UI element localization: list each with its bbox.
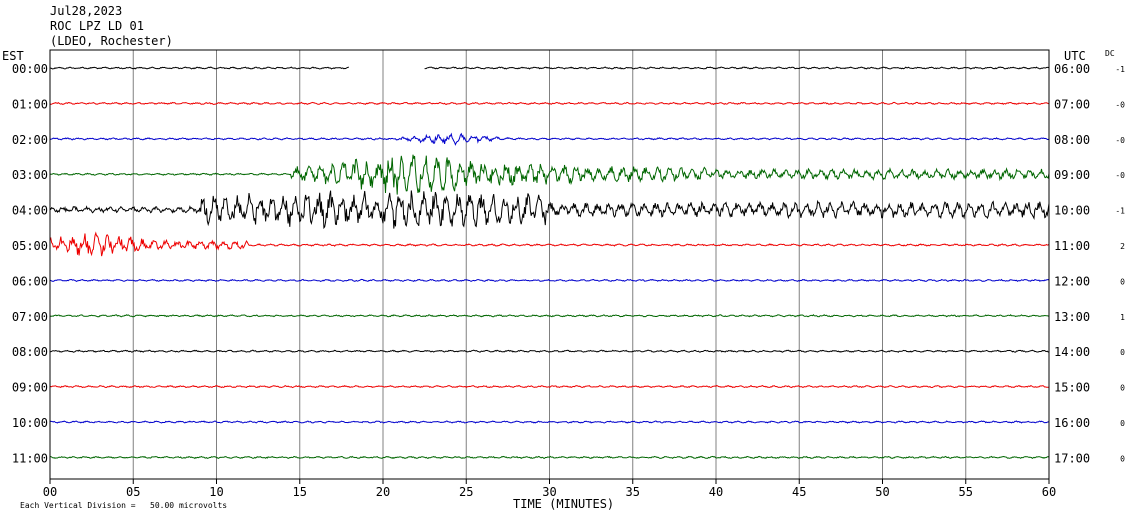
x-tick-label: 40 [709, 485, 723, 499]
utc-hour-label: 10:00 [1054, 204, 1090, 218]
utc-hour-label: 12:00 [1054, 274, 1090, 288]
x-tick-label: 00 [43, 485, 57, 499]
utc-hour-label: 11:00 [1054, 239, 1090, 253]
dc-label: DC [1105, 49, 1115, 58]
est-hour-label: 02:00 [12, 133, 48, 147]
trace-line [49, 314, 1050, 318]
x-tick-label: 20 [376, 485, 390, 499]
dc-value: 0 [1120, 277, 1125, 286]
header-network: (LDEO, Rochester) [50, 34, 173, 48]
x-tick-label: 10 [209, 485, 223, 499]
est-hour-label: 05:00 [12, 239, 48, 253]
x-tick-label: 60 [1042, 485, 1056, 499]
dc-value: -1 [1115, 65, 1125, 74]
trace-line [49, 420, 1050, 424]
dc-value: -0 [1115, 100, 1125, 109]
utc-hour-label: 15:00 [1054, 381, 1090, 395]
right-timezone-label: UTC [1064, 49, 1086, 63]
scale-note: Each Vertical Division = 50.00 microvolt… [20, 501, 227, 510]
x-tick-label: 15 [293, 485, 307, 499]
trace-line [49, 190, 1050, 230]
dc-value: -1 [1115, 207, 1125, 216]
x-tick-label: 50 [875, 485, 889, 499]
trace-line [49, 101, 1050, 106]
header-date: Jul28,2023 [50, 4, 123, 18]
x-tick-label: 30 [542, 485, 556, 499]
est-hour-label: 04:00 [12, 204, 48, 218]
left-timezone-label: EST [2, 49, 24, 63]
utc-hour-label: 06:00 [1054, 62, 1090, 76]
dc-value: 0 [1120, 419, 1125, 428]
trace-line [49, 231, 1050, 257]
dc-value: 0 [1120, 348, 1125, 357]
trace-line [50, 66, 1050, 70]
est-hour-label: 06:00 [12, 274, 48, 288]
dc-value: 0 [1120, 454, 1125, 463]
x-axis-label: TIME (MINUTES) [513, 497, 614, 511]
utc-hour-label: 16:00 [1054, 416, 1090, 430]
est-hour-label: 03:00 [12, 168, 48, 182]
trace-line [49, 132, 1050, 146]
dc-value: 0 [1120, 384, 1125, 393]
trace-line [49, 384, 1050, 389]
trace-line [49, 278, 1050, 283]
x-tick-label: 05 [126, 485, 140, 499]
utc-hour-label: 17:00 [1054, 451, 1090, 465]
est-hour-label: 01:00 [12, 97, 48, 111]
est-hour-label: 00:00 [12, 62, 48, 76]
dc-value: -0 [1115, 171, 1125, 180]
x-tick-label: 35 [626, 485, 640, 499]
est-hour-label: 10:00 [12, 416, 48, 430]
dc-value: 1 [1120, 313, 1125, 322]
trace-line [49, 349, 1049, 353]
est-hour-label: 11:00 [12, 451, 48, 465]
utc-hour-label: 13:00 [1054, 310, 1090, 324]
trace-line [49, 455, 1050, 460]
est-hour-label: 07:00 [12, 310, 48, 324]
utc-hour-label: 08:00 [1054, 133, 1090, 147]
utc-hour-label: 09:00 [1054, 168, 1090, 182]
utc-hour-label: 07:00 [1054, 97, 1090, 111]
est-hour-label: 09:00 [12, 381, 48, 395]
grid-lines [132, 50, 967, 479]
x-tick-label: 55 [959, 485, 973, 499]
header-station: ROC LPZ LD 01 [50, 19, 144, 33]
dc-value: 2 [1120, 242, 1125, 251]
utc-hour-label: 14:00 [1054, 345, 1090, 359]
x-tick-label: 25 [459, 485, 473, 499]
trace-line [49, 154, 1050, 195]
trace-group [49, 66, 1050, 460]
dc-value: -0 [1115, 136, 1125, 145]
x-tick-label: 45 [792, 485, 806, 499]
est-hour-label: 08:00 [12, 345, 48, 359]
